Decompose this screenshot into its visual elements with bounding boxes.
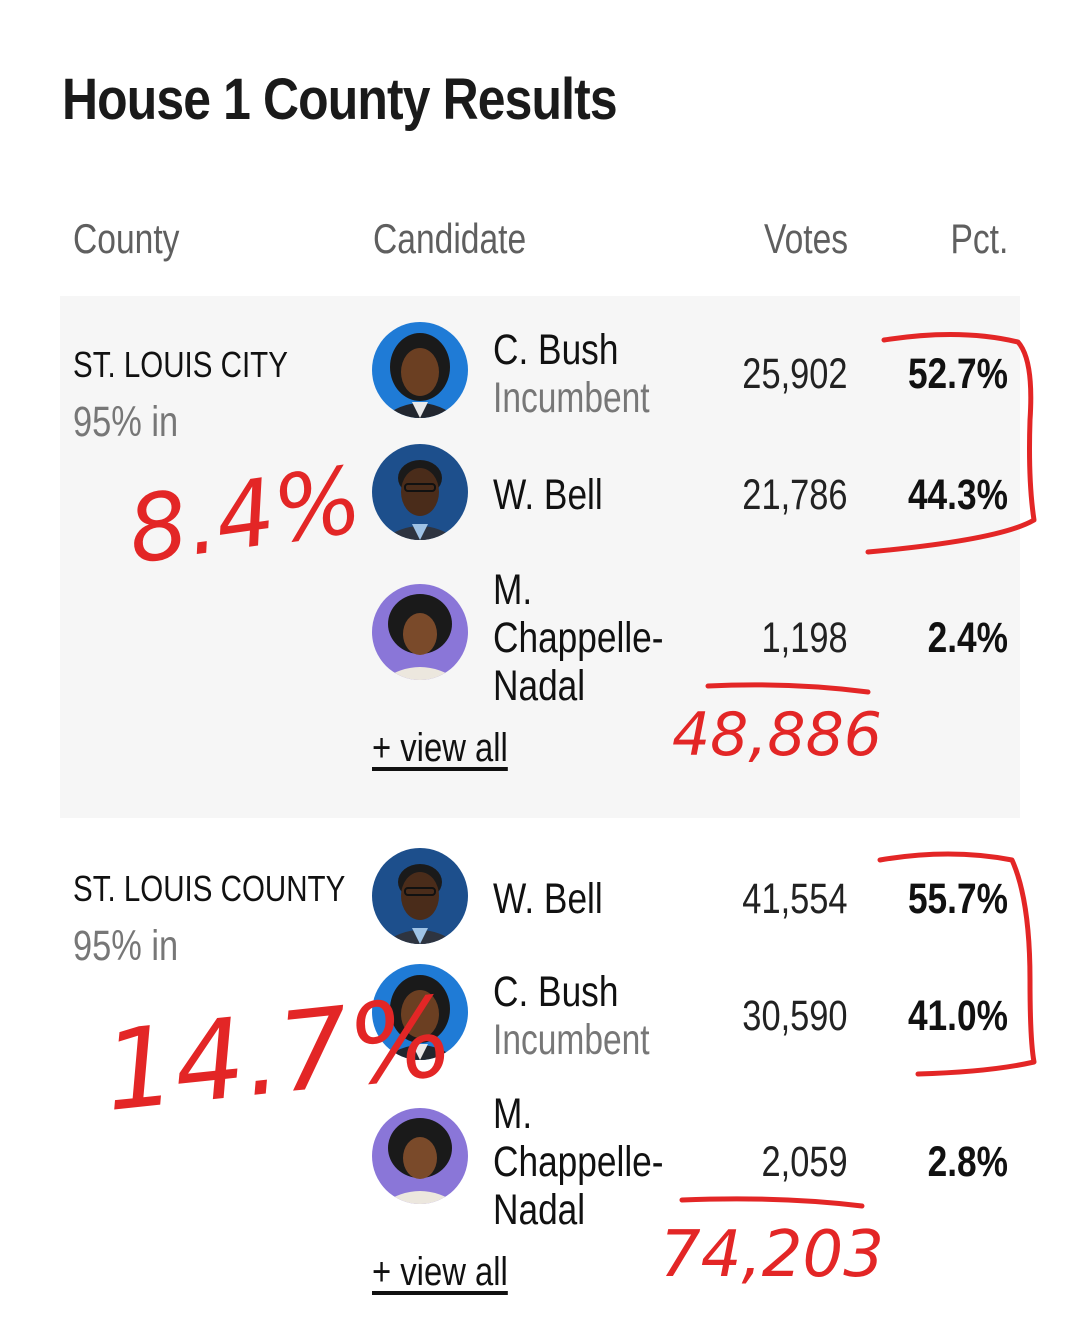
candidate-name: C. Bush <box>493 968 619 1016</box>
candidate-row: M. Chappelle- Nadal 2,059 2.8% <box>60 1090 1020 1240</box>
annotation-county-total: 74,203 <box>660 1218 884 1292</box>
view-all-link[interactable]: + view all <box>372 726 508 770</box>
column-header-county: County <box>73 215 180 262</box>
w-bell-avatar <box>372 848 468 944</box>
candidate-name-line: Nadal <box>493 1186 586 1234</box>
candidate-name: W. Bell <box>493 875 603 923</box>
candidate-row: W. Bell 41,554 55.7% <box>60 848 1020 948</box>
county-block-st-louis-city: ST. LOUIS CITY 95% in C. Bush Incumbent … <box>60 296 1020 818</box>
candidate-votes: 30,590 <box>742 992 848 1040</box>
candidate-pct: 55.7% <box>908 875 1008 923</box>
annotation-city-total: 48,886 <box>672 700 882 770</box>
m-chappelle-nadal-avatar <box>372 1108 468 1204</box>
candidate-pct: 44.3% <box>908 471 1008 519</box>
candidate-name: C. Bush <box>493 326 619 374</box>
column-header-votes: Votes <box>763 215 848 262</box>
candidate-name-line: M. <box>493 566 533 614</box>
candidate-row: M. Chappelle- Nadal 1,198 2.4% <box>60 566 1020 716</box>
candidate-name-line: Nadal <box>493 662 586 710</box>
candidate-row: C. Bush Incumbent 25,902 52.7% <box>60 322 1020 422</box>
page-title: House 1 County Results <box>62 67 618 132</box>
candidate-pct: 2.4% <box>927 614 1008 662</box>
county-name: ST. LOUIS COUNTY <box>73 868 346 909</box>
candidate-votes: 1,198 <box>761 614 848 662</box>
candidate-votes: 21,786 <box>742 471 848 519</box>
candidate-name-line: Chappelle- <box>493 1138 664 1186</box>
candidate-pct: 52.7% <box>908 350 1008 398</box>
candidate-votes: 2,059 <box>761 1138 848 1186</box>
column-header-pct: Pct. <box>950 215 1008 262</box>
county-name: ST. LOUIS CITY <box>73 344 288 385</box>
county-reporting: 95% in <box>73 922 179 970</box>
county-reporting: 95% in <box>73 398 179 446</box>
m-chappelle-nadal-avatar <box>372 584 468 680</box>
candidate-votes: 41,554 <box>742 875 848 923</box>
column-header-candidate: Candidate <box>373 215 527 262</box>
candidate-name: W. Bell <box>493 471 603 519</box>
candidate-pct: 41.0% <box>908 992 1008 1040</box>
candidate-pct: 2.8% <box>927 1138 1008 1186</box>
candidate-votes: 25,902 <box>742 350 848 398</box>
incumbent-label: Incumbent <box>493 374 650 422</box>
w-bell-avatar <box>372 444 468 540</box>
candidate-name-line: Chappelle- <box>493 614 664 662</box>
c-bush-avatar <box>372 322 468 418</box>
incumbent-label: Incumbent <box>493 1016 650 1064</box>
candidate-name-line: M. <box>493 1090 533 1138</box>
view-all-link[interactable]: + view all <box>372 1250 508 1294</box>
